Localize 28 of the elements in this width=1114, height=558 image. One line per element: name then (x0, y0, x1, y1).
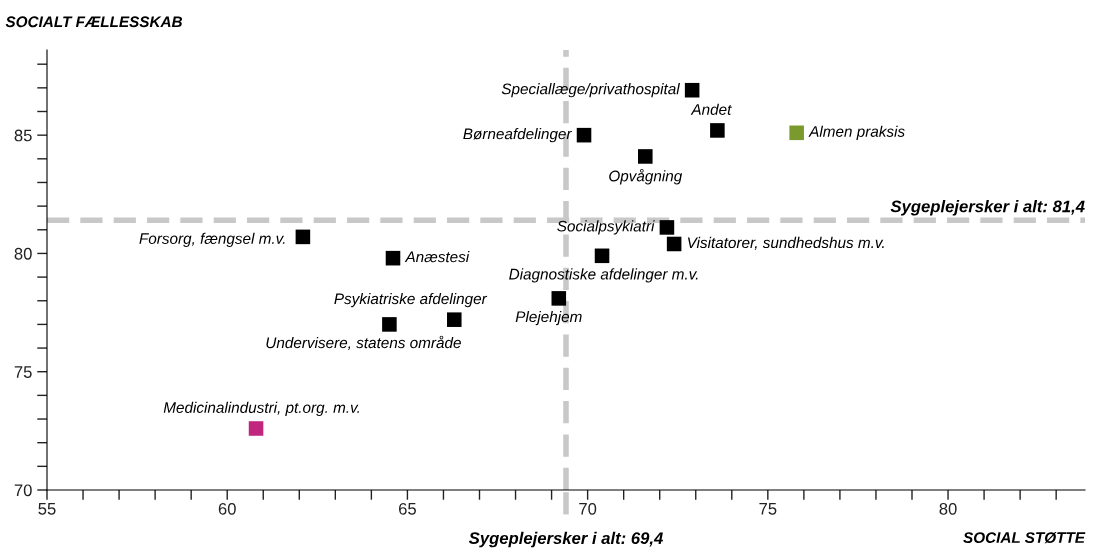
annotation: Medicinalindustri, pt.org. m.v. (163, 401, 359, 416)
x-tick-label: 55 (38, 503, 56, 515)
x-tick-label: 65 (398, 502, 416, 515)
annotation: Andet (690, 103, 732, 115)
annotation: Undervisere, statens område (266, 335, 461, 350)
x-axis-title: SOCIAL STØTTE (963, 531, 1086, 544)
x-tick-label: 75 (759, 503, 777, 515)
annotation: Socialpsykiatri (557, 220, 655, 235)
y-tick-label: 80 (14, 247, 32, 260)
annotation: Diagnostiske afdelinger m.v. (509, 268, 698, 283)
y-tick-label: 70 (14, 484, 32, 497)
annotation: Forsorg, fængsel m.v. (139, 232, 285, 247)
y-tick-label: 85 (14, 129, 32, 142)
ref-line-label: Sygeplejersker i alt: 69,4 (468, 531, 663, 548)
annotation: Speciallæge/privathospital (501, 83, 680, 98)
annotation: Visitatorer, sundhedshus m.v. (687, 236, 884, 250)
annotation: Børneafdelinger (463, 128, 573, 143)
y-tick-label: 75 (14, 366, 32, 378)
ref-line-label: Sygeplejersker i alt: 81,4 (890, 200, 1085, 216)
annotation: Plejehjem (515, 310, 582, 326)
annotation: Anæstesi (404, 251, 470, 263)
y-axis-title: SOCIALT FÆLLESSKAB (5, 16, 183, 28)
annotation: Almen praksis (808, 125, 905, 140)
annotation: Opvågning (609, 168, 683, 185)
x-tick-label: 60 (218, 502, 236, 515)
annotation: Psykiatriske afdelinger (334, 292, 488, 308)
x-tick-label: 80 (939, 502, 957, 515)
x-tick-label: 70 (579, 502, 597, 515)
